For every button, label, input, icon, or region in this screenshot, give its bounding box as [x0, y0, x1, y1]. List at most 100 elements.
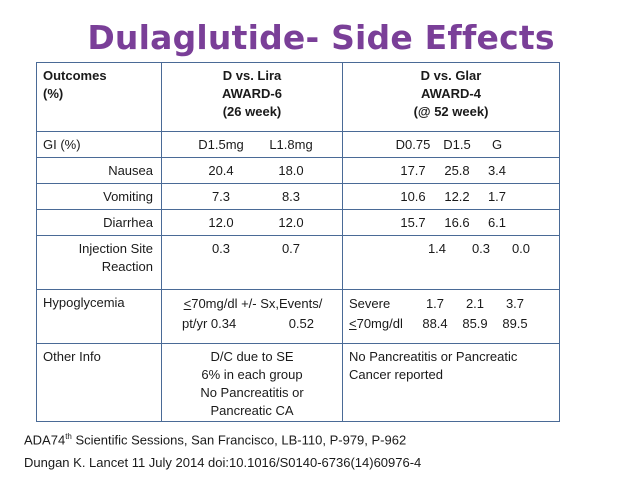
row-glar-value: 17.7: [400, 163, 426, 178]
row-lira-cell: 12.0 12.0: [161, 209, 343, 236]
header-outcomes-label: Outcomes: [43, 68, 107, 83]
row-glar-value: 10.6: [400, 189, 426, 204]
hypo-label-cell: Hypoglycemia: [36, 289, 162, 344]
row-lira-value: 12.0: [278, 215, 304, 230]
hypo-glar-cell: Severe 1.7 2.1 3.7 <70mg/dl 88.4 85.9 89…: [342, 289, 560, 344]
hypo-glar-severe-line: Severe 1.7 2.1 3.7: [349, 294, 555, 314]
header-glar-line2: AWARD-4: [421, 86, 481, 101]
injection-glar-value: 1.4: [427, 241, 447, 256]
other-lira-line: Pancreatic CA: [210, 403, 294, 418]
injection-lira-cell: 0.3 0.7: [161, 235, 343, 290]
row-glar-value: 12.2: [444, 189, 470, 204]
row-glar-cell: 17.7 25.8 3.4: [342, 157, 560, 184]
footer-citation-1-a: ADA74: [24, 432, 66, 448]
other-lira-line: 6% in each group: [201, 367, 303, 382]
row-lira-cell: 7.3 8.3: [161, 183, 343, 210]
other-label: Other Info: [43, 349, 101, 364]
row-glar-value: 16.6: [444, 215, 470, 230]
side-effects-table: Outcomes (%) D vs. Lira AWARD-6 (26 week…: [36, 62, 560, 422]
row-glar-value: 3.4: [487, 163, 507, 178]
footer-citation-1: ADA74th Scientific Sessions, San Francis…: [24, 432, 406, 447]
injection-glar-value: 0.0: [511, 241, 531, 256]
injection-lira-value: 0.7: [281, 241, 301, 256]
row-glar-value: 25.8: [444, 163, 470, 178]
hypo-glar-lt-value: 85.9: [462, 316, 488, 331]
gi-label-cell: GI (%): [36, 131, 162, 158]
row-label: Nausea: [108, 163, 153, 178]
table-row: Vomiting 7.3 8.3 10.6 12.2 1.7: [36, 183, 560, 210]
hypo-lira-line2-b: 0.52: [288, 316, 314, 331]
hypo-glar-lt-line: <70mg/dl 88.4 85.9 89.5: [349, 314, 555, 334]
hypo-lira-cell: <70mg/dl +/- Sx,Events/ pt/yr 0.34 0.52: [161, 289, 343, 344]
injection-glar-cell: 1.4 0.3 0.0: [342, 235, 560, 290]
other-glar-line: Cancer reported: [349, 367, 443, 382]
gi-glar-dose-g: G: [491, 137, 503, 152]
table-row: Nausea 20.4 18.0 17.7 25.8 3.4: [36, 157, 560, 184]
row-lira-value: 8.3: [281, 189, 301, 204]
other-lira-line: D/C due to SE: [210, 349, 294, 364]
row-lira-cell: 20.4 18.0: [161, 157, 343, 184]
header-pct-label: (%): [43, 86, 64, 101]
injection-lira-value: 0.3: [211, 241, 231, 256]
hypo-lira-line1: <70mg/dl +/- Sx,Events/: [168, 294, 338, 314]
row-lira-value: 20.4: [208, 163, 234, 178]
header-lira-line1: D vs. Lira: [222, 68, 282, 83]
footer-citation-1-b: Scientific Sessions, San Francisco, LB-1…: [71, 432, 407, 448]
header-glar-line3: (@ 52 week): [413, 104, 489, 119]
table-row: Diarrhea 12.0 12.0 15.7 16.6 6.1: [36, 209, 560, 236]
table-row-injection: Injection Site Reaction 0.3 0.7 1.4 0.3 …: [36, 235, 560, 290]
hypo-glar-lt-value: 89.5: [502, 316, 528, 331]
hypo-label: Hypoglycemia: [43, 295, 125, 310]
hypo-glar-severe-label: Severe: [349, 296, 391, 311]
hypo-glar-severe-value: 1.7: [425, 296, 445, 311]
footer-citation-1-sup: th: [65, 432, 72, 441]
less-than-sign: <: [183, 296, 192, 311]
row-glar-cell: 10.6 12.2 1.7: [342, 183, 560, 210]
row-lira-value: 7.3: [211, 189, 231, 204]
slide-title: Dulaglutide- Side Effects: [87, 18, 555, 57]
other-lira-line: No Pancreatitis or: [200, 385, 304, 400]
gi-lira-dose-l: L1.8mg: [269, 137, 313, 152]
header-lira-line3: (26 week): [222, 104, 282, 119]
hypo-glar-severe-value: 2.1: [465, 296, 485, 311]
footer-citation-2: Dungan K. Lancet 11 July 2014 doi:10.101…: [24, 455, 422, 470]
injection-label-line1: Injection Site: [78, 241, 153, 256]
header-outcomes-cell: Outcomes (%): [36, 62, 162, 132]
row-label: Diarrhea: [103, 215, 153, 230]
hypo-lira-line1-text: 70mg/dl +/- Sx,Events/: [191, 296, 323, 311]
gi-glar-dose-d075: D0.75: [395, 137, 431, 152]
header-glar-line1: D vs. Glar: [420, 68, 482, 83]
injection-glar-value: 0.3: [471, 241, 491, 256]
hypo-glar-lt-value: 88.4: [422, 316, 448, 331]
row-label-cell: Diarrhea: [36, 209, 162, 236]
row-glar-value: 15.7: [400, 215, 426, 230]
row-label-cell: Vomiting: [36, 183, 162, 210]
table-row-hypoglycemia: Hypoglycemia <70mg/dl +/- Sx,Events/ pt/…: [36, 289, 560, 344]
table-row-other-info: Other Info D/C due to SE 6% in each grou…: [36, 343, 560, 422]
injection-label-cell: Injection Site Reaction: [36, 235, 162, 290]
gi-lira-cell: D1.5mg L1.8mg: [161, 131, 343, 158]
hypo-glar-severe-value: 3.7: [505, 296, 525, 311]
table-header-row: Outcomes (%) D vs. Lira AWARD-6 (26 week…: [36, 62, 560, 132]
other-glar-line: No Pancreatitis or Pancreatic: [349, 349, 518, 364]
row-glar-value: 1.7: [487, 189, 507, 204]
row-glar-cell: 15.7 16.6 6.1: [342, 209, 560, 236]
other-label-cell: Other Info: [36, 343, 162, 422]
row-lira-value: 18.0: [278, 163, 304, 178]
row-lira-value: 12.0: [208, 215, 234, 230]
other-lira-cell: D/C due to SE 6% in each group No Pancre…: [161, 343, 343, 422]
row-label: Vomiting: [103, 189, 153, 204]
less-than-sign: <: [349, 316, 357, 331]
table-row-gi: GI (%) D1.5mg L1.8mg D0.75 D1.5 G: [36, 131, 560, 158]
row-glar-value: 6.1: [487, 215, 507, 230]
gi-label: GI (%): [43, 137, 81, 152]
gi-glar-cell: D0.75 D1.5 G: [342, 131, 560, 158]
header-glar-cell: D vs. Glar AWARD-4 (@ 52 week): [342, 62, 560, 132]
injection-label-line2: Reaction: [101, 259, 153, 274]
hypo-lira-line2: pt/yr 0.34 0.52: [168, 314, 338, 334]
row-label-cell: Nausea: [36, 157, 162, 184]
hypo-lira-line2-a: pt/yr 0.34: [182, 316, 237, 331]
other-glar-cell: No Pancreatitis or Pancreatic Cancer rep…: [342, 343, 560, 422]
header-lira-line2: AWARD-6: [222, 86, 282, 101]
gi-glar-dose-d15: D1.5: [443, 137, 471, 152]
